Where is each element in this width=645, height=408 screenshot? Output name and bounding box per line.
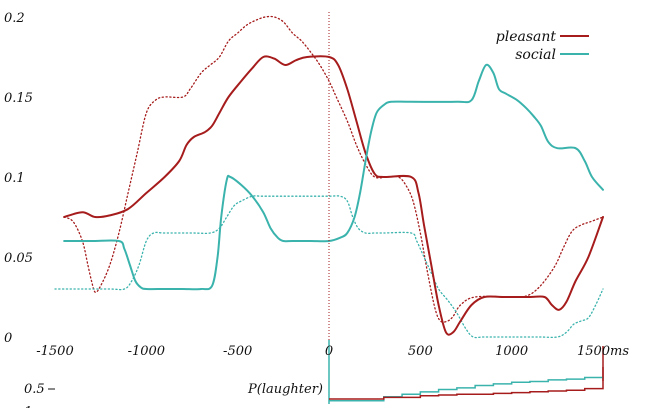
laughter-probability-panel: 0.5 1 P(laughter) xyxy=(24,340,604,408)
solid-series-layer xyxy=(63,55,604,336)
x-tick-label: -1500 xyxy=(36,344,73,359)
legend: pleasant social xyxy=(496,29,589,63)
legend-label-pleasant: pleasant xyxy=(496,29,557,45)
laughter-y-tick-label: 0.5 xyxy=(24,382,45,397)
y-tick-label: 0.05 xyxy=(4,251,33,266)
dotted-social-series-line xyxy=(54,195,604,339)
y-tick-label: 0.2 xyxy=(4,11,25,26)
x-tick-label: -1000 xyxy=(128,344,165,359)
legend-label-social: social xyxy=(515,47,556,63)
x-tick-label: 1500ms xyxy=(577,344,629,359)
pleasant-series-line xyxy=(63,55,604,336)
x-tick-label: 1000 xyxy=(495,344,528,359)
y-tick-label: 0 xyxy=(4,331,12,346)
axis-ticks: 0 0.05 0.1 0.15 0.2 -1500 -1000 -500 0 500 1000 150… xyxy=(4,11,629,359)
y-tick-label: 0.1 xyxy=(4,171,25,186)
laughter-y-tick-label: 1 xyxy=(24,405,32,408)
dotted-series-layer xyxy=(54,15,604,339)
x-axis-unit: ms xyxy=(610,344,629,359)
x-tick-label: -500 xyxy=(223,344,252,359)
social-series-line xyxy=(63,63,604,291)
y-tick-label: 0.15 xyxy=(4,91,33,106)
laughter-pleasant-steps xyxy=(329,367,604,400)
laughter-social-steps xyxy=(329,376,604,402)
dotted-pleasant-series-line xyxy=(63,15,604,323)
laughter-label: P(laughter) xyxy=(247,382,323,397)
x-tick-label: 500 xyxy=(408,344,433,359)
x-tick-label: 0 xyxy=(325,344,333,359)
